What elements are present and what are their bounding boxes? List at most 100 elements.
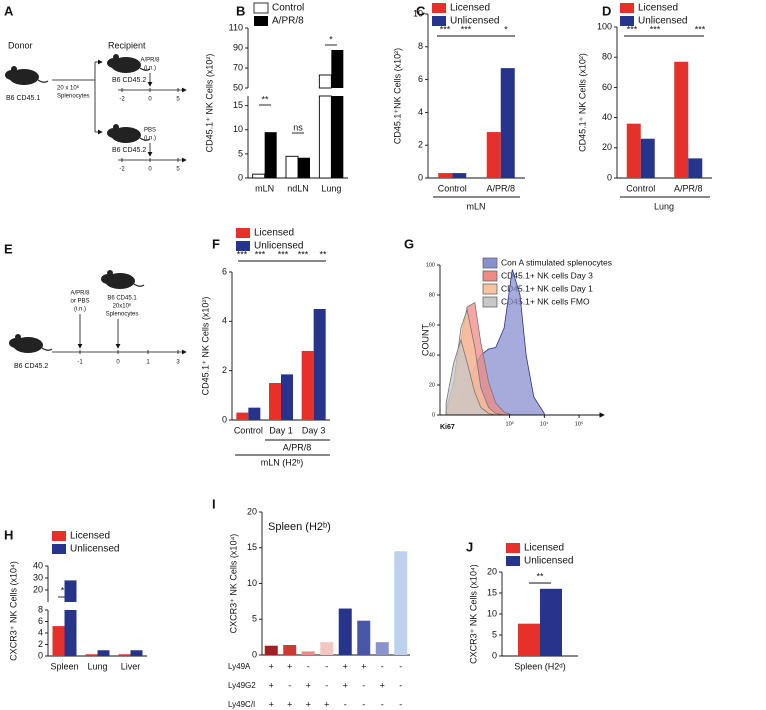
- panel-letter: I: [212, 496, 216, 511]
- genotype-mark: +: [287, 699, 292, 709]
- y-tick-label: 6: [38, 616, 43, 626]
- bar: [64, 610, 77, 656]
- y-tick-label: 0: [222, 414, 227, 424]
- x-tick-label: A/PR/8: [486, 183, 515, 193]
- strain: B6 CD45.2: [14, 363, 48, 370]
- legend-swatch: [236, 228, 250, 238]
- y-tick-label: 5: [238, 148, 243, 158]
- legend-swatch: [506, 543, 520, 553]
- panel-letter: G: [404, 236, 414, 251]
- y-tick-label: 40: [429, 352, 435, 358]
- y-tick-label: 6: [222, 266, 227, 276]
- genotype-mark: +: [287, 661, 292, 671]
- significance: *: [504, 24, 508, 34]
- bar: [540, 588, 562, 656]
- bar: [85, 654, 98, 656]
- y-tick-label: 10: [413, 8, 423, 18]
- bar: [301, 350, 314, 420]
- treatment: (i.n.): [74, 307, 86, 313]
- y-tick-label: 110: [229, 22, 243, 32]
- legend-swatch: [52, 544, 66, 554]
- x-tick-label: 10³: [506, 421, 514, 427]
- legend-swatch: [482, 283, 498, 295]
- legend-swatch: [482, 257, 498, 269]
- x-tick-label: Day 1: [269, 425, 293, 435]
- timeline-label: -2: [119, 167, 125, 173]
- y-tick-label: 15: [487, 587, 497, 597]
- y-axis-label: CD45.1⁺ NK Cells (x10²): [577, 53, 587, 152]
- route: (i.n.): [144, 66, 156, 72]
- x-axis-label: Lung: [654, 201, 674, 211]
- y-tick-label: 10: [487, 608, 497, 618]
- strain: B6 CD45.2: [112, 147, 146, 154]
- x-tick-label: Lung: [87, 661, 107, 671]
- bar: [626, 123, 641, 178]
- genotype-mark: -: [325, 661, 328, 671]
- bar: [688, 158, 703, 178]
- panel-letter: D: [602, 3, 611, 18]
- bar: [640, 138, 655, 178]
- bar: [338, 608, 352, 655]
- transfer: Splenocytes: [106, 312, 139, 318]
- timeline-label: 1: [146, 360, 150, 366]
- treatment: or PBS: [70, 299, 89, 305]
- y-tick-label: 2: [38, 639, 43, 649]
- genotype-name: Ly49A: [228, 662, 251, 671]
- bar: [64, 580, 77, 602]
- legend-label: Control: [272, 3, 304, 14]
- bar: [298, 157, 310, 178]
- transfer: 20 x 10⁶: [57, 85, 80, 92]
- y-tick-label: 40: [33, 560, 43, 570]
- significance: **: [261, 94, 269, 104]
- timeline-label: 0: [148, 167, 152, 173]
- legend-label: CD45.1+ NK cells FMO: [501, 296, 590, 306]
- legend-label: CD45.1+ NK cells Day 3: [501, 270, 593, 280]
- genotype-mark: +: [343, 680, 348, 690]
- genotype-mark: +: [269, 699, 274, 709]
- x-tick-label: Spleen (H2ᵈ): [514, 661, 565, 671]
- route: (i.n.): [144, 136, 156, 142]
- y-tick-label: 15: [233, 100, 243, 110]
- legend-label: A/PR/8: [272, 16, 304, 27]
- x-tick-label: Control: [438, 183, 467, 193]
- y-tick-label: 10: [247, 578, 257, 588]
- legend-swatch: [620, 16, 634, 26]
- significance: ***: [440, 24, 451, 34]
- timeline-label: 3: [176, 360, 180, 366]
- y-tick-label: 5: [252, 614, 257, 624]
- bar: [320, 642, 334, 655]
- significance: ***: [627, 24, 638, 34]
- legend-label: Licensed: [70, 531, 110, 542]
- legend-label: Licensed: [638, 3, 678, 14]
- timeline-label: 5: [176, 167, 180, 173]
- genotype-mark: -: [399, 680, 402, 690]
- y-axis-label: CXCR3⁺ NK Cells (x10⁴): [8, 561, 18, 661]
- y-tick-label: 100: [426, 262, 435, 268]
- genotype-name: Ly49C/I: [228, 700, 255, 709]
- y-tick-label: 0: [418, 172, 423, 182]
- genotype-mark: -: [399, 661, 402, 671]
- y-axis-label: CD45.1⁺NK Cells (x10²): [392, 48, 402, 144]
- timeline-label: 0: [116, 360, 120, 366]
- legend-label: Licensed: [524, 543, 564, 554]
- genotype-mark: +: [324, 699, 329, 709]
- diagram-a: A Donor B6 CD45.1 20 x 10⁶ Splenocytes R…: [4, 3, 187, 173]
- y-tick-label: 5: [492, 629, 497, 639]
- x-tick-label: 10⁵: [575, 420, 583, 427]
- y-tick-label: 0: [238, 172, 243, 182]
- bar: [357, 620, 371, 655]
- legend-swatch: [52, 531, 66, 541]
- bar: [236, 412, 249, 420]
- y-tick-label: 90: [233, 42, 243, 52]
- genotype-mark: +: [306, 699, 311, 709]
- significance: **: [319, 249, 327, 259]
- y-tick-label: 4: [418, 107, 423, 117]
- legend-swatch: [253, 2, 269, 14]
- x-axis-label: mLN: [466, 201, 485, 211]
- y-tick-label: 60: [429, 322, 435, 328]
- genotype-mark: +: [380, 680, 385, 690]
- y-axis-label: CD45.1⁺ NK Cells (x10²): [200, 297, 210, 396]
- significance: ***: [695, 24, 706, 34]
- strain: B6 CD45.2: [112, 77, 146, 84]
